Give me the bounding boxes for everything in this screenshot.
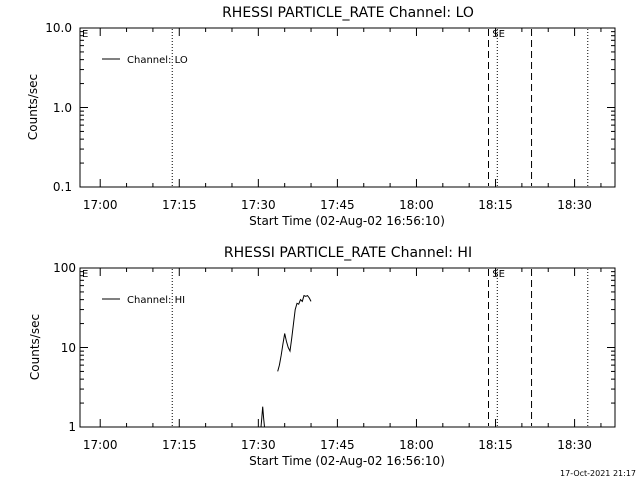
footer-timestamp: 17-Oct-2021 21:17 bbox=[560, 469, 636, 478]
x-tick-label: 18:30 bbox=[557, 198, 592, 212]
plot-frame bbox=[79, 267, 616, 428]
y-tick-mid: 10 bbox=[61, 341, 76, 355]
x-tick-label: 18:15 bbox=[478, 438, 513, 452]
y-axis-label: Counts/sec bbox=[28, 314, 42, 380]
x-tick-label: 17:15 bbox=[162, 438, 197, 452]
plot-frame bbox=[79, 27, 616, 188]
x-tick-label: 18:15 bbox=[478, 198, 513, 212]
legend: Channel: HI bbox=[102, 295, 185, 306]
chart-title: RHESSI PARTICLE_RATE Channel: LO bbox=[222, 5, 474, 21]
x-tick-label: 17:30 bbox=[241, 198, 276, 212]
x-tick-label: 17:45 bbox=[320, 438, 355, 452]
panel-hi: RHESSI PARTICLE_RATE Channel: HI 17:00 17… bbox=[28, 245, 616, 468]
edge-marker-label: E bbox=[82, 29, 88, 40]
y-tick-bottom: 0.1 bbox=[53, 180, 72, 194]
x-tick-label: 18:30 bbox=[557, 438, 592, 452]
panel-lo: RHESSI PARTICLE_RATE Channel: LO 17:00 17… bbox=[26, 5, 616, 228]
y-tick-labels bbox=[80, 31, 615, 188]
x-tick-label: 18:00 bbox=[399, 198, 434, 212]
y-tick-bottom: 1 bbox=[68, 420, 76, 434]
series-lines bbox=[260, 294, 312, 428]
x-axis-label: Start Time (02-Aug-02 16:56:10) bbox=[249, 454, 445, 468]
legend: Channel: LO bbox=[102, 55, 188, 66]
y-axis-label: Counts/sec bbox=[26, 74, 40, 140]
series-line bbox=[277, 294, 312, 372]
marker-label: SE bbox=[492, 29, 505, 40]
x-tick-label: 17:00 bbox=[83, 198, 118, 212]
y-tick-top: 10.0 bbox=[45, 21, 72, 35]
x-tick-labels: 17:00 17:15 17:30 17:45 18:00 18:15 18:30 bbox=[83, 28, 602, 212]
chart-title: RHESSI PARTICLE_RATE Channel: HI bbox=[224, 245, 472, 261]
x-tick-labels: 17:00 17:15 17:30 17:45 18:00 18:15 18:30 bbox=[83, 268, 602, 452]
y-tick-labels bbox=[80, 271, 615, 428]
x-tick-label: 17:45 bbox=[320, 198, 355, 212]
series-line bbox=[260, 406, 265, 428]
vertical-markers: SE E bbox=[82, 29, 589, 186]
edge-marker-label: E bbox=[82, 269, 88, 280]
y-tick-top: 100 bbox=[53, 261, 76, 275]
marker-label: SE bbox=[492, 269, 505, 280]
vertical-markers: SE E bbox=[82, 269, 589, 426]
legend-label: Channel: LO bbox=[127, 55, 188, 66]
x-axis-label: Start Time (02-Aug-02 16:56:10) bbox=[249, 214, 445, 228]
y-tick-mid: 1.0 bbox=[53, 101, 72, 115]
x-tick-label: 17:15 bbox=[162, 198, 197, 212]
x-tick-label: 18:00 bbox=[399, 438, 434, 452]
x-tick-label: 17:00 bbox=[83, 438, 118, 452]
legend-label: Channel: HI bbox=[127, 295, 185, 306]
x-tick-label: 17:30 bbox=[241, 438, 276, 452]
